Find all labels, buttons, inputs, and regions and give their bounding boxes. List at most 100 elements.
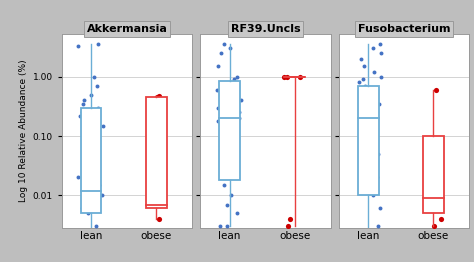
Point — [95, 183, 103, 187]
Point — [79, 110, 86, 114]
Point — [370, 98, 377, 102]
Point — [85, 253, 93, 257]
Point — [94, 42, 102, 47]
Point — [86, 235, 93, 239]
Point — [361, 84, 369, 88]
Point — [93, 189, 100, 193]
Point — [214, 119, 222, 123]
Point — [75, 44, 82, 48]
Point — [230, 123, 237, 128]
Point — [229, 80, 237, 85]
Point — [94, 84, 101, 88]
Point — [228, 84, 235, 88]
Point — [92, 224, 100, 228]
Point — [153, 95, 160, 99]
Point — [361, 64, 368, 68]
Point — [76, 114, 84, 118]
Point — [376, 235, 383, 239]
Point — [224, 224, 231, 228]
Point — [286, 217, 294, 221]
Point — [155, 94, 163, 98]
Point — [369, 46, 377, 51]
Point — [377, 51, 385, 55]
Point — [220, 175, 228, 179]
Point — [358, 110, 365, 114]
Point — [228, 193, 235, 198]
Text: RF39.Uncls: RF39.Uncls — [231, 24, 300, 34]
Point — [283, 75, 291, 79]
Point — [214, 106, 222, 110]
Point — [365, 134, 373, 138]
Point — [214, 88, 221, 92]
Point — [223, 203, 231, 207]
Point — [375, 102, 383, 106]
Point — [377, 75, 385, 79]
Point — [366, 123, 374, 128]
Point — [217, 224, 224, 228]
Point — [376, 206, 384, 211]
Point — [432, 88, 440, 92]
Point — [365, 106, 373, 110]
Point — [98, 193, 106, 198]
Point — [155, 217, 163, 221]
Point — [87, 92, 95, 97]
Point — [79, 102, 87, 106]
Point — [371, 70, 378, 74]
Point — [91, 75, 98, 79]
Point — [220, 42, 228, 47]
Point — [360, 88, 367, 92]
Point — [374, 224, 382, 228]
Point — [236, 116, 243, 120]
Point — [88, 178, 95, 182]
Point — [92, 119, 100, 123]
Point — [355, 80, 362, 85]
Point — [296, 75, 304, 79]
Point — [214, 64, 222, 68]
Point — [373, 175, 381, 179]
Point — [359, 183, 367, 187]
Bar — [146, 97, 167, 209]
Point — [361, 92, 368, 97]
Point — [99, 123, 107, 128]
Point — [374, 152, 382, 156]
Bar — [357, 86, 379, 195]
Point — [233, 75, 241, 79]
Point — [228, 134, 236, 138]
Point — [368, 189, 375, 193]
Point — [74, 175, 82, 179]
Point — [227, 46, 234, 51]
Point — [220, 183, 228, 187]
Point — [230, 77, 237, 81]
Point — [227, 129, 235, 133]
Point — [235, 110, 243, 114]
Bar — [81, 108, 101, 213]
Point — [93, 196, 100, 200]
Point — [84, 211, 91, 215]
Point — [218, 51, 225, 55]
Point — [376, 42, 384, 47]
Text: Akkermansia: Akkermansia — [86, 24, 167, 34]
Point — [281, 75, 288, 79]
Point — [222, 92, 229, 97]
Point — [368, 253, 375, 257]
Point — [237, 98, 245, 102]
Point — [78, 206, 85, 211]
Bar — [219, 81, 240, 180]
Point — [90, 187, 98, 191]
Bar — [423, 136, 444, 213]
Point — [80, 98, 88, 102]
Point — [94, 106, 101, 110]
Point — [88, 199, 96, 203]
Y-axis label: Log 10 Relative Abundance (%): Log 10 Relative Abundance (%) — [19, 60, 28, 202]
Point — [284, 224, 292, 228]
Point — [82, 191, 90, 195]
Point — [423, 170, 431, 174]
Point — [225, 152, 233, 156]
Point — [437, 206, 444, 211]
Point — [156, 203, 164, 207]
Point — [430, 224, 438, 228]
Point — [438, 217, 445, 221]
Point — [359, 77, 367, 81]
Point — [369, 193, 376, 198]
Point — [369, 116, 376, 120]
